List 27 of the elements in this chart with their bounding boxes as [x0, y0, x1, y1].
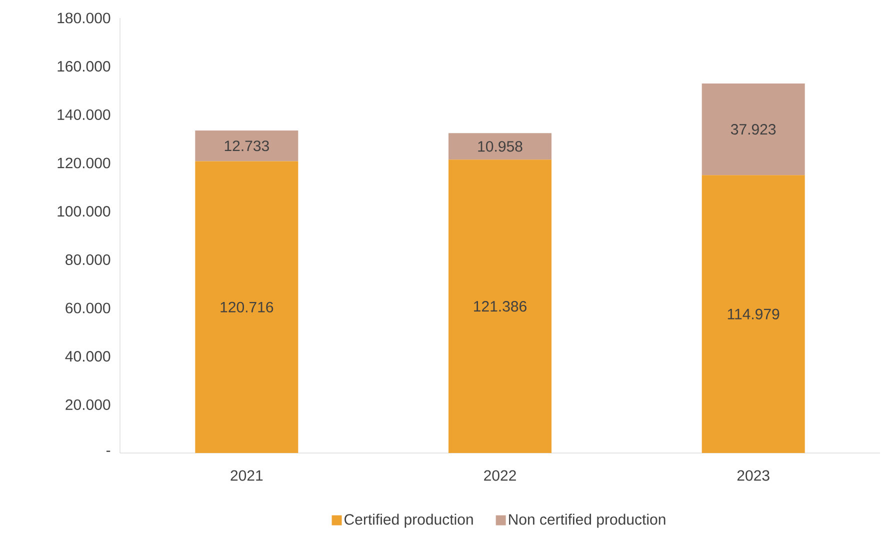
x-tick-label: 2022	[484, 470, 516, 481]
y-tick-label: 100.000	[58, 206, 110, 217]
y-tick-label: 180.000	[58, 12, 110, 24]
y-tick-label: 120.000	[58, 158, 110, 168]
x-tick-label: 2023	[737, 470, 770, 481]
y-tick-label: 160.000	[58, 61, 110, 72]
y-tick-label: 140.000	[58, 109, 110, 120]
data-label: 120.716	[220, 302, 274, 312]
data-label: 121.386	[474, 301, 526, 312]
bar	[195, 130, 298, 162]
legend-label: Non certified production	[509, 514, 666, 528]
y-tick-label: -	[106, 450, 110, 452]
data-label: 10.958	[478, 141, 522, 152]
bar	[195, 161, 298, 453]
bar	[702, 83, 805, 176]
y-tick-label: 80.000	[66, 254, 110, 265]
y-tick-label: 40.000	[65, 351, 110, 362]
x-tick-label: 2021	[230, 470, 263, 481]
legend-label: Certified production	[344, 514, 473, 528]
y-tick-label: 60.000	[66, 302, 110, 314]
data-label: 37.923	[730, 124, 776, 135]
bar	[702, 175, 805, 453]
bar	[448, 160, 552, 453]
y-tick-label: 20.000	[66, 399, 110, 410]
data-label: 12.733	[224, 140, 269, 152]
bar	[448, 133, 552, 160]
data-label: 114.979	[728, 308, 780, 320]
